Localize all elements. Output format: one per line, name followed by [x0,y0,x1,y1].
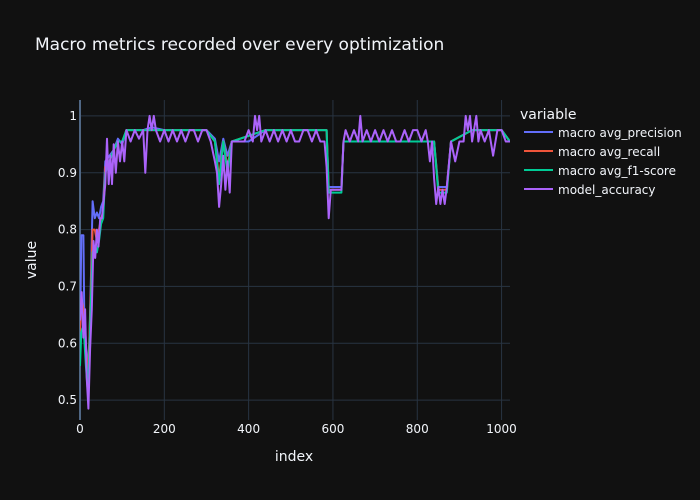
x-tick-label: 600 [321,422,344,436]
grid-layer [79,100,510,420]
y-tick-label: 0.8 [58,223,77,237]
x-tick-label: 1000 [486,422,517,436]
legend-item-label[interactable]: model_accuracy [558,183,656,197]
legend-item-label[interactable]: macro avg_precision [558,126,682,140]
series-line-model-accuracy [80,114,510,410]
tick-layer: 0 200 400 600 800 1000 0.5 0.6 0.7 0.8 0.9 1 [58,109,517,436]
y-tick-label: 0.5 [58,393,77,407]
chart-title: Macro metrics recorded over every optimi… [35,35,444,55]
x-axis-title: index [275,449,313,465]
series-layer [80,114,510,410]
legend-item-label[interactable]: macro avg_f1-score [558,164,676,178]
y-tick-label: 0.7 [58,279,77,293]
legend-title: variable [520,107,576,123]
x-tick-label: 200 [153,422,176,436]
y-tick-label: 0.9 [58,166,77,180]
y-tick-label: 0.6 [58,336,77,350]
x-tick-label: 0 [76,422,84,436]
y-axis-title: value [24,241,40,279]
x-tick-label: 800 [406,422,429,436]
y-tick-label: 1 [69,109,77,123]
x-tick-label: 400 [237,422,260,436]
legend-item-label[interactable]: macro avg_recall [558,145,660,159]
